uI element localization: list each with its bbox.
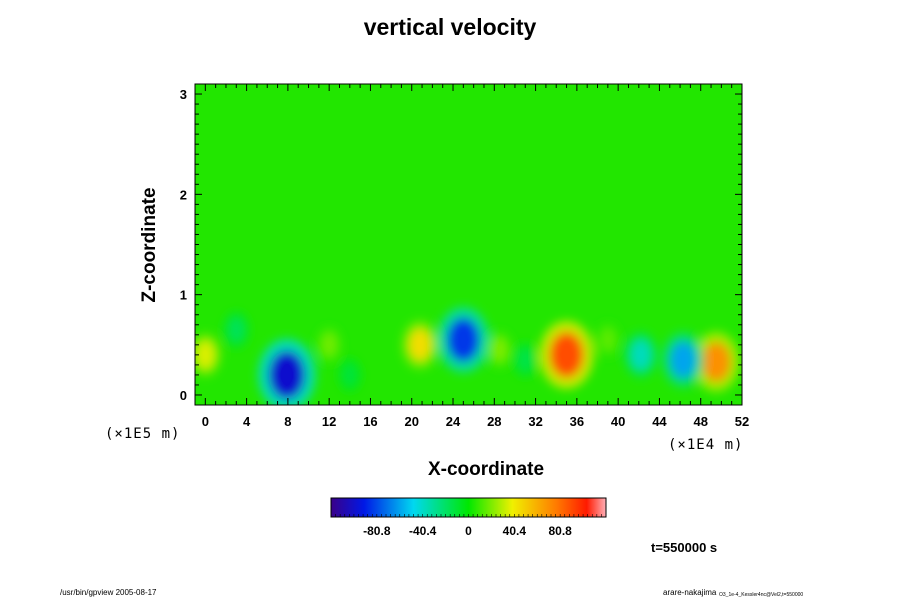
velocity-cell bbox=[517, 347, 534, 372]
footer-right-file: O3_1e-4_Kessler4nc@Vel2,t=550000 bbox=[719, 592, 804, 598]
velocity-cell bbox=[669, 341, 697, 379]
x-tick-label: 12 bbox=[322, 414, 336, 429]
x-axis: 0 4 8 12 16 20 24 28 32 36 40 44 48 52 bbox=[202, 84, 749, 429]
y-tick-label: 3 bbox=[180, 87, 187, 102]
x-tick-label: 36 bbox=[570, 414, 584, 429]
x-tick-label: 48 bbox=[693, 414, 707, 429]
y-tick-label: 1 bbox=[180, 288, 187, 303]
colorbar-tick-label: 40.4 bbox=[503, 524, 527, 538]
colorbar-tick-label: -40.4 bbox=[409, 524, 437, 538]
velocity-cell bbox=[321, 332, 338, 358]
x-tick-label: 52 bbox=[735, 414, 749, 429]
footer-right-user: arare-nakajima bbox=[663, 588, 717, 597]
velocity-cell bbox=[228, 317, 245, 343]
velocity-cell bbox=[600, 327, 616, 352]
velocity-cell bbox=[549, 332, 584, 378]
y-tick-label: 0 bbox=[180, 388, 187, 403]
colorbar-tick-label: 80.8 bbox=[548, 524, 572, 538]
x-tick-label: 16 bbox=[363, 414, 377, 429]
chart-title: vertical velocity bbox=[363, 14, 537, 40]
y-axis: 0 1 2 3 bbox=[180, 83, 742, 406]
x-tick-label: 0 bbox=[202, 414, 209, 429]
velocity-cell bbox=[268, 350, 305, 399]
footer-left: /usr/bin/gpview 2005-08-17 bbox=[60, 588, 157, 597]
x-axis-label: X-coordinate bbox=[427, 459, 545, 480]
x-tick-label: 20 bbox=[405, 414, 419, 429]
y-tick-label: 2 bbox=[180, 187, 187, 202]
x-tick-label: 4 bbox=[243, 414, 251, 429]
velocity-cell bbox=[342, 363, 358, 387]
x-tick-label: 24 bbox=[446, 414, 461, 429]
x-tick-label: 28 bbox=[487, 414, 501, 429]
colorbar-tick-label: 0 bbox=[465, 524, 472, 538]
y-scale-label: (×1E5 m) bbox=[105, 426, 181, 442]
velocity-cell bbox=[195, 339, 216, 370]
velocity-cell bbox=[701, 342, 731, 382]
x-scale-label: (×1E4 m) bbox=[668, 437, 744, 453]
x-tick-label: 32 bbox=[528, 414, 542, 429]
velocity-cell bbox=[408, 328, 432, 362]
time-label: t=550000 s bbox=[651, 540, 718, 555]
x-tick-label: 44 bbox=[652, 414, 667, 429]
velocity-cell bbox=[630, 339, 652, 371]
velocity-cell bbox=[491, 337, 508, 363]
x-tick-label: 8 bbox=[284, 414, 291, 429]
colorbar-tick-label: -80.8 bbox=[363, 524, 391, 538]
x-tick-label: 40 bbox=[611, 414, 625, 429]
velocity-field bbox=[195, 306, 740, 405]
colorbar-ticks: -80.8 -40.4 0 40.4 80.8 bbox=[330, 514, 607, 538]
velocity-cell bbox=[447, 317, 480, 362]
y-axis-label: Z-coordinate bbox=[139, 187, 160, 303]
